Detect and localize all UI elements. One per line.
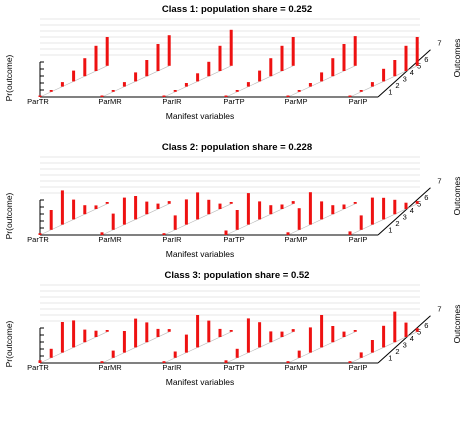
z-axis-label: Outcomes [452,305,462,344]
outcome-axis-line [377,49,431,98]
z-axis-label: Outcomes [452,39,462,78]
variable-tick-label: ParTR [27,97,49,106]
outcome-tick-label: 6 [424,193,428,202]
x-axis-label: Manifest variables [166,249,235,259]
y-axis-label: Pr(outcome) [4,54,14,101]
variable-tick-label: ParTP [223,235,244,244]
outcome-tick-label: 2 [395,347,399,356]
outcome-tick-label: 2 [395,219,399,228]
outcome-tick-label: 7 [437,305,441,314]
outcome-tick-label: 4 [410,334,414,343]
outcome-tick-label: 2 [395,81,399,90]
variable-tick-label: ParTP [223,363,244,372]
variable-tick-label: ParIP [349,235,368,244]
outcome-tick-label: 5 [417,62,421,71]
outcome-tick-label: 6 [424,55,428,64]
outcome-tick-label: 1 [388,354,392,363]
outcome-tick-label: 3 [403,341,407,350]
variable-tick-label: ParIR [162,363,182,372]
panel-title: Class 3: population share = 0.52 [165,270,310,281]
outcome-tick-label: 4 [410,206,414,215]
variable-tick-label: ParTR [27,235,49,244]
variable-tick-label: ParTR [27,363,49,372]
variable-tick-label: ParMR [98,235,122,244]
panel-2: Class 2: population share = 0.228 Pr(outc… [4,142,462,259]
panel-1: Class 1: population share = 0.252 Pr(outc… [4,4,462,121]
outcome-tick-label: 3 [403,213,407,222]
x-axis-label: Manifest variables [166,377,235,387]
outcome-tick-label: 7 [437,39,441,48]
variable-tick-label: ParMP [285,97,308,106]
outcome-axis-line [377,315,431,364]
x-axis-label: Manifest variables [166,111,235,121]
outcome-tick-label: 7 [437,177,441,186]
y-axis-label: Pr(outcome) [4,320,14,367]
variable-tick-label: ParIP [349,97,368,106]
variable-tick-label: ParIR [162,97,182,106]
outcome-tick-label: 6 [424,321,428,330]
outcome-tick-label: 1 [388,226,392,235]
variable-tick-label: ParIP [349,363,368,372]
outcome-tick-label: 5 [417,200,421,209]
variable-tick-label: ParTP [223,97,244,106]
outcome-tick-label: 1 [388,88,392,97]
outcome-tick-label: 5 [417,328,421,337]
panel-title: Class 1: population share = 0.252 [162,4,312,15]
outcome-tick-label: 3 [403,75,407,84]
variable-tick-label: ParMR [98,97,122,106]
z-axis-label: Outcomes [452,177,462,216]
variable-tick-label: ParIR [162,235,182,244]
outcome-axis-line [377,187,431,236]
y-axis-label: Pr(outcome) [4,192,14,239]
panel-3: Class 3: population share = 0.52 Pr(outco… [4,270,462,387]
variable-tick-label: ParMP [285,363,308,372]
variable-tick-label: ParMP [285,235,308,244]
outcome-tick-label: 4 [410,68,414,77]
variable-tick-label: ParMR [98,363,122,372]
panel-title: Class 2: population share = 0.228 [162,142,312,153]
